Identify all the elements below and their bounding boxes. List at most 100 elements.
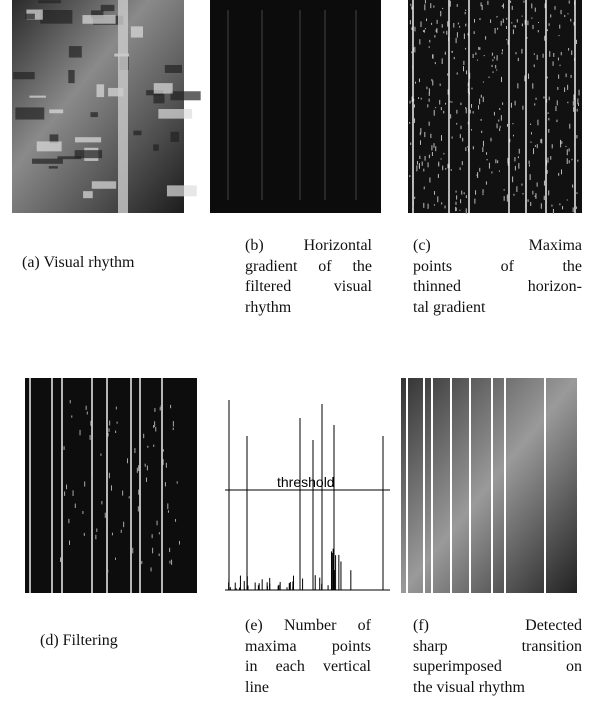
texture xyxy=(171,560,172,565)
figure: threshold xyxy=(0,0,599,711)
image-b xyxy=(210,0,381,213)
texture xyxy=(548,112,549,114)
texture xyxy=(493,71,494,73)
texture xyxy=(473,146,474,149)
texture xyxy=(432,81,433,86)
texture xyxy=(115,431,116,433)
texture xyxy=(436,29,437,31)
texture xyxy=(441,135,442,141)
texture xyxy=(495,28,496,33)
texture xyxy=(504,196,505,201)
texture xyxy=(456,195,457,199)
texture xyxy=(515,52,516,54)
texture xyxy=(510,1,511,3)
texture xyxy=(452,136,453,138)
texture xyxy=(541,203,542,208)
texture xyxy=(533,148,534,154)
texture xyxy=(154,83,173,93)
texture xyxy=(499,128,500,131)
texture xyxy=(577,160,578,162)
texture xyxy=(489,163,490,169)
texture xyxy=(548,129,549,133)
texture xyxy=(465,48,466,50)
texture xyxy=(97,84,105,97)
texture xyxy=(460,134,461,138)
texture xyxy=(437,20,438,24)
texture xyxy=(163,459,164,465)
texture xyxy=(532,83,533,88)
texture xyxy=(105,513,106,518)
texture xyxy=(422,162,423,166)
threshold-label: threshold xyxy=(277,474,335,490)
texture xyxy=(152,534,153,538)
texture xyxy=(501,115,502,120)
texture xyxy=(437,196,438,202)
texture xyxy=(475,52,476,55)
texture xyxy=(481,95,482,98)
texture xyxy=(441,107,442,110)
texture xyxy=(90,421,91,426)
texture xyxy=(121,530,122,533)
texture xyxy=(572,185,573,188)
texture xyxy=(434,110,435,116)
caption-line: (e) Number of xyxy=(245,616,371,637)
texture xyxy=(426,19,427,22)
texture xyxy=(562,206,563,209)
texture xyxy=(527,21,528,26)
texture xyxy=(483,97,484,102)
texture xyxy=(429,122,430,126)
texture xyxy=(512,6,513,10)
texture xyxy=(551,205,552,207)
texture xyxy=(84,481,85,486)
texture xyxy=(450,101,451,102)
texture xyxy=(514,157,515,161)
texture xyxy=(73,490,74,496)
texture xyxy=(431,23,432,25)
caption-line: filtered visual xyxy=(245,277,372,298)
texture xyxy=(541,139,542,144)
texture xyxy=(153,445,154,447)
texture xyxy=(429,46,430,48)
texture xyxy=(502,102,503,104)
texture xyxy=(153,94,164,103)
texture xyxy=(425,28,426,29)
texture xyxy=(559,25,560,29)
texture xyxy=(571,50,572,55)
texture xyxy=(179,541,180,545)
texture xyxy=(570,19,571,22)
texture xyxy=(474,199,475,204)
texture xyxy=(410,4,411,6)
texture xyxy=(118,0,128,213)
texture xyxy=(483,141,484,147)
texture xyxy=(165,482,166,486)
texture xyxy=(497,28,498,30)
caption: (d) Filtering xyxy=(40,631,118,652)
texture xyxy=(533,25,534,29)
texture xyxy=(96,528,97,531)
texture xyxy=(459,210,460,211)
texture xyxy=(154,408,155,412)
texture xyxy=(429,177,430,182)
texture xyxy=(483,82,484,83)
texture xyxy=(167,185,197,196)
texture xyxy=(557,87,558,90)
texture xyxy=(567,85,568,90)
caption: (f) Detectedsharp transitionsuperimposed… xyxy=(413,616,582,698)
texture xyxy=(568,48,569,51)
texture xyxy=(537,55,538,60)
caption-line: the visual rhythm xyxy=(413,678,582,699)
caption-line: sharp transition xyxy=(413,637,582,658)
texture xyxy=(152,548,153,554)
texture xyxy=(411,52,412,54)
texture xyxy=(471,104,472,108)
texture xyxy=(578,103,579,106)
texture xyxy=(463,66,464,71)
texture xyxy=(177,481,178,483)
texture xyxy=(461,191,462,195)
caption-line: line xyxy=(245,678,371,699)
texture xyxy=(451,169,452,171)
texture xyxy=(443,111,444,114)
texture xyxy=(522,16,523,17)
texture xyxy=(463,61,464,65)
texture xyxy=(456,110,457,114)
